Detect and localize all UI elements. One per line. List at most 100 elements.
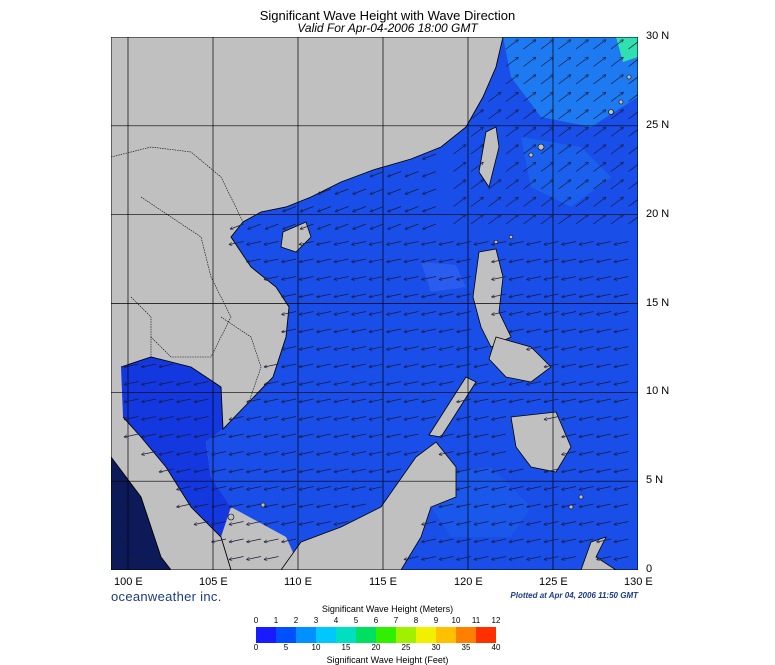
wave-arrow <box>422 258 437 262</box>
wave-arrow <box>562 433 577 437</box>
wave-arrow <box>615 468 629 472</box>
wave-arrow <box>558 58 571 67</box>
wave-arrow <box>562 293 577 297</box>
wave-arrow <box>406 171 419 177</box>
wave-arrow <box>562 241 577 245</box>
wave-arrow <box>317 503 332 507</box>
wave-arrow <box>453 215 466 225</box>
wave-arrow <box>597 328 612 332</box>
wave-arrow <box>353 188 367 194</box>
wave-arrow <box>177 398 192 402</box>
wave-arrow <box>405 416 419 420</box>
wave-arrow <box>597 538 612 542</box>
wave-arrow <box>387 468 402 472</box>
wave-arrow <box>160 416 174 420</box>
wave-arrow <box>440 328 454 332</box>
wave-arrow <box>470 145 483 155</box>
wave-arrow <box>597 363 612 367</box>
wave-arrow <box>615 293 629 297</box>
wave-arrow <box>370 346 384 350</box>
wave-arrow <box>422 556 437 560</box>
wave-arrow <box>352 293 367 297</box>
wave-arrow <box>405 433 419 437</box>
wave-arrow <box>335 293 349 297</box>
wave-arrow <box>562 556 577 560</box>
wave-arrow <box>160 433 174 437</box>
wave-arrow <box>423 188 437 194</box>
wave-arrow <box>527 538 542 542</box>
wave-arrow <box>457 276 472 280</box>
wave-arrow <box>405 556 419 560</box>
wave-arrow <box>352 503 367 507</box>
wave-arrow <box>265 241 279 245</box>
wave-direction-arrows <box>111 40 638 560</box>
wave-arrow <box>335 486 349 490</box>
wave-arrow <box>387 293 402 297</box>
wave-arrow <box>335 451 349 455</box>
wave-arrow <box>527 521 542 525</box>
wave-arrow <box>593 128 606 137</box>
wave-arrow <box>422 398 437 402</box>
wave-arrow <box>475 486 489 490</box>
wave-arrow <box>470 215 483 225</box>
wave-arrow <box>195 503 209 507</box>
wave-arrow <box>457 538 472 542</box>
wave-arrow <box>558 40 571 50</box>
wave-arrow <box>212 433 227 437</box>
wave-arrow <box>492 538 507 542</box>
latitude-label: 5 N <box>646 474 664 487</box>
wave-arrow <box>527 556 542 560</box>
wave-arrow <box>558 75 571 85</box>
wave-arrow <box>422 276 437 280</box>
wave-arrow <box>510 293 524 297</box>
wave-arrow <box>440 503 454 507</box>
wave-arrow <box>510 468 524 472</box>
wave-arrow <box>610 198 623 207</box>
feet-tick: 40 <box>491 643 501 652</box>
wave-arrow <box>265 433 279 437</box>
wave-arrow <box>510 521 524 525</box>
wave-arrow <box>540 163 553 172</box>
wave-arrow <box>575 75 588 85</box>
wave-arrow <box>336 206 349 212</box>
wave-arrow <box>545 538 559 542</box>
wave-arrow <box>628 58 638 67</box>
wave-arrow <box>177 486 192 490</box>
meters-tick: 11 <box>471 616 481 625</box>
wave-arrow <box>545 486 559 490</box>
wave-arrow <box>423 223 437 229</box>
wave-arrow <box>247 258 262 262</box>
wave-arrow <box>387 346 402 350</box>
wave-arrow <box>562 521 577 525</box>
wave-arrow <box>300 258 314 262</box>
wave-arrow <box>300 433 314 437</box>
wave-arrow <box>440 451 454 455</box>
wave-arrow <box>580 521 594 525</box>
wave-arrow <box>265 468 279 472</box>
wave-arrow <box>440 363 454 367</box>
wave-arrow <box>527 381 542 385</box>
wave-arrow <box>440 293 454 297</box>
wave-arrow <box>282 363 297 367</box>
wave-arrow <box>247 241 262 245</box>
wave-arrow <box>510 258 524 262</box>
wave-arrow <box>352 346 367 350</box>
wave-arrow <box>580 538 594 542</box>
wave-arrow <box>615 521 629 525</box>
wave-arrow <box>282 381 297 385</box>
wave-arrow <box>545 241 559 245</box>
wave-arrow <box>453 180 466 190</box>
wave-arrow <box>370 468 384 472</box>
colorbar-swatch <box>296 627 317 643</box>
wave-arrow <box>300 363 314 367</box>
wave-arrow <box>597 276 612 280</box>
colorbar-swatch <box>276 627 297 643</box>
wave-arrow <box>177 433 192 437</box>
wave-arrow <box>523 145 536 155</box>
wave-arrow <box>283 223 297 229</box>
wave-arrow <box>352 328 367 332</box>
meters-tick: 10 <box>451 616 461 625</box>
wave-arrow <box>282 538 297 542</box>
wave-arrow <box>457 328 472 332</box>
wave-arrow <box>265 398 279 402</box>
